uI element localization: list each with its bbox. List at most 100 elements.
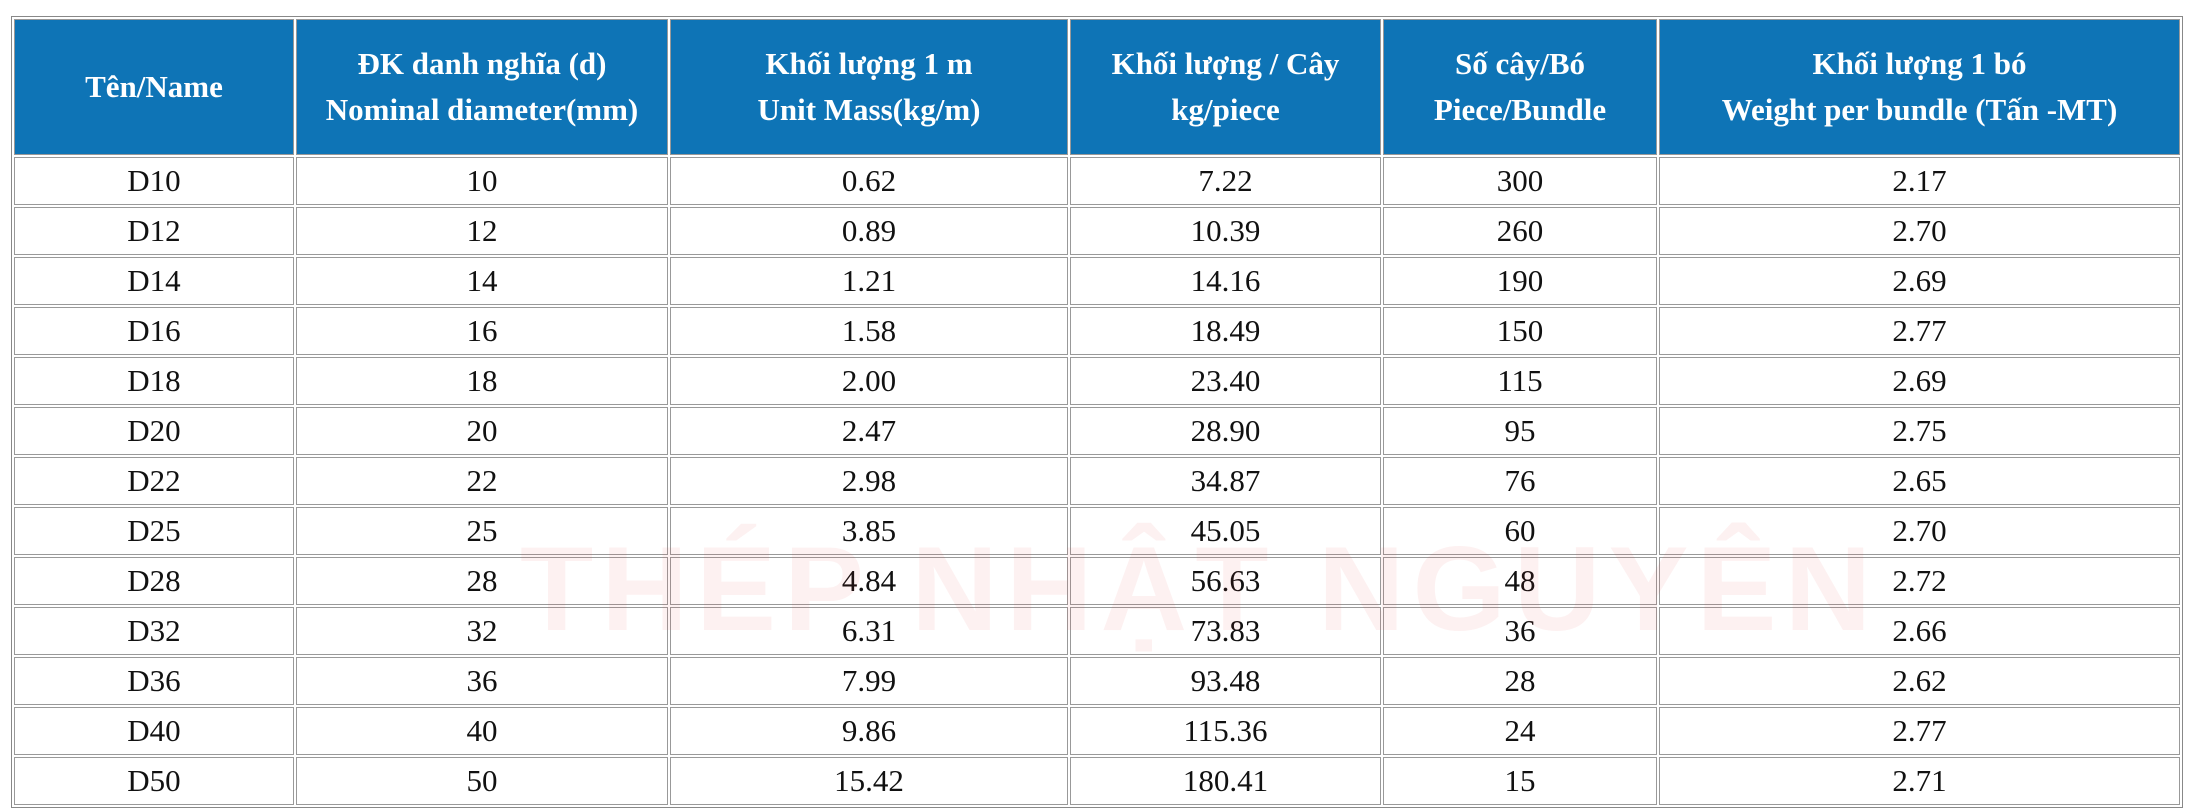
table-cell: 7.22 <box>1070 157 1381 205</box>
table-cell: 15 <box>1383 757 1657 805</box>
table-cell: 20 <box>296 407 668 455</box>
table-cell: 300 <box>1383 157 1657 205</box>
table-cell: 76 <box>1383 457 1657 505</box>
table-cell: 2.75 <box>1659 407 2180 455</box>
table-cell: 18.49 <box>1070 307 1381 355</box>
table-cell: 2.77 <box>1659 307 2180 355</box>
table-cell: 40 <box>296 707 668 755</box>
table-cell: 24 <box>1383 707 1657 755</box>
table-cell: 25 <box>296 507 668 555</box>
table-cell: 2.70 <box>1659 207 2180 255</box>
table-cell: 2.69 <box>1659 257 2180 305</box>
table-cell: 150 <box>1383 307 1657 355</box>
table-row: D36 36 7.99 93.48 28 2.62 <box>14 657 2180 705</box>
header-text: Piece/Bundle <box>1433 92 1607 127</box>
table-cell: 180.41 <box>1070 757 1381 805</box>
table-row: D40 40 9.86 115.36 24 2.77 <box>14 707 2180 755</box>
table-cell: 0.89 <box>670 207 1068 255</box>
table-cell: 260 <box>1383 207 1657 255</box>
table-cell: 2.47 <box>670 407 1068 455</box>
table-cell: 2.17 <box>1659 157 2180 205</box>
table-cell: D20 <box>14 407 294 455</box>
header-text: Khối lượng 1 bó <box>1812 46 2027 81</box>
table-cell: 2.62 <box>1659 657 2180 705</box>
table-cell: 14.16 <box>1070 257 1381 305</box>
table-row: D16 16 1.58 18.49 150 2.77 <box>14 307 2180 355</box>
table-cell: 50 <box>296 757 668 805</box>
table-cell: 2.66 <box>1659 607 2180 655</box>
table-cell: 32 <box>296 607 668 655</box>
header-text: ĐK danh nghĩa (d) <box>357 46 607 81</box>
table-row: D12 12 0.89 10.39 260 2.70 <box>14 207 2180 255</box>
table-cell: 7.99 <box>670 657 1068 705</box>
table-row: D10 10 0.62 7.22 300 2.17 <box>14 157 2180 205</box>
table-cell: 56.63 <box>1070 557 1381 605</box>
header-row: Tên/Name ĐK danh nghĩa (d) Nominal diamete… <box>14 19 2180 155</box>
table-cell: 12 <box>296 207 668 255</box>
table-cell: 2.77 <box>1659 707 2180 755</box>
header-cell: Khối lượng 1 m Unit Mass(kg/m) <box>670 19 1068 155</box>
table-cell: 34.87 <box>1070 457 1381 505</box>
table-cell: D10 <box>14 157 294 205</box>
table-row: D18 18 2.00 23.40 115 2.69 <box>14 357 2180 405</box>
header-text: kg/piece <box>1171 92 1280 127</box>
table-cell: D32 <box>14 607 294 655</box>
table-cell: 9.86 <box>670 707 1068 755</box>
header-text: Khối lượng / Cây <box>1111 46 1340 81</box>
table-cell: 115.36 <box>1070 707 1381 755</box>
table-row: D28 28 4.84 56.63 48 2.72 <box>14 557 2180 605</box>
table-cell: 23.40 <box>1070 357 1381 405</box>
header-cell: Số cây/Bó Piece/Bundle <box>1383 19 1657 155</box>
header-text: Unit Mass(kg/m) <box>757 92 981 127</box>
table-cell: 22 <box>296 457 668 505</box>
table-cell: 45.05 <box>1070 507 1381 555</box>
table-cell: 60 <box>1383 507 1657 555</box>
table-cell: 95 <box>1383 407 1657 455</box>
table-cell: 2.00 <box>670 357 1068 405</box>
table-row: D22 22 2.98 34.87 76 2.65 <box>14 457 2180 505</box>
table-cell: 36 <box>296 657 668 705</box>
table-cell: 73.83 <box>1070 607 1381 655</box>
spec-table: Tên/Name ĐK danh nghĩa (d) Nominal diamete… <box>11 16 2183 808</box>
table-cell: 14 <box>296 257 668 305</box>
table-cell: 2.72 <box>1659 557 2180 605</box>
header-text: Số cây/Bó <box>1454 46 1586 81</box>
table-cell: D12 <box>14 207 294 255</box>
table-cell: D16 <box>14 307 294 355</box>
table-cell: 115 <box>1383 357 1657 405</box>
table-cell: 0.62 <box>670 157 1068 205</box>
table-cell: 2.98 <box>670 457 1068 505</box>
header-text: Weight per bundle (Tấn -MT) <box>1721 92 2118 127</box>
table-cell: 36 <box>1383 607 1657 655</box>
table-row: D14 14 1.21 14.16 190 2.69 <box>14 257 2180 305</box>
table-cell: 2.70 <box>1659 507 2180 555</box>
table-cell: 28 <box>296 557 668 605</box>
table-cell: 2.65 <box>1659 457 2180 505</box>
table-cell: 16 <box>296 307 668 355</box>
table-row: D32 32 6.31 73.83 36 2.66 <box>14 607 2180 655</box>
table-cell: D14 <box>14 257 294 305</box>
table-row: D20 20 2.47 28.90 95 2.75 <box>14 407 2180 455</box>
table-cell: D40 <box>14 707 294 755</box>
table-body: D10 10 0.62 7.22 300 2.17 D12 12 0.89 10.39 260 2.7… <box>14 157 2180 805</box>
table-cell: D18 <box>14 357 294 405</box>
table-cell: 4.84 <box>670 557 1068 605</box>
table-cell: D36 <box>14 657 294 705</box>
header-cell: ĐK danh nghĩa (d) Nominal diameter(mm) <box>296 19 668 155</box>
table-cell: 190 <box>1383 257 1657 305</box>
header-cell: Tên/Name <box>14 19 294 155</box>
header-cell: Khối lượng 1 bó Weight per bundle (Tấn -M… <box>1659 19 2180 155</box>
table-cell: 2.69 <box>1659 357 2180 405</box>
table-row: D50 50 15.42 180.41 15 2.71 <box>14 757 2180 805</box>
table-cell: 28.90 <box>1070 407 1381 455</box>
header-cell: Khối lượng / Cây kg/piece <box>1070 19 1381 155</box>
table-cell: 93.48 <box>1070 657 1381 705</box>
header-text: Tên/Name <box>85 69 223 104</box>
table-cell: 3.85 <box>670 507 1068 555</box>
table-cell: 15.42 <box>670 757 1068 805</box>
table-cell: 2.71 <box>1659 757 2180 805</box>
table-cell: 6.31 <box>670 607 1068 655</box>
table-cell: 18 <box>296 357 668 405</box>
table-cell: 48 <box>1383 557 1657 605</box>
